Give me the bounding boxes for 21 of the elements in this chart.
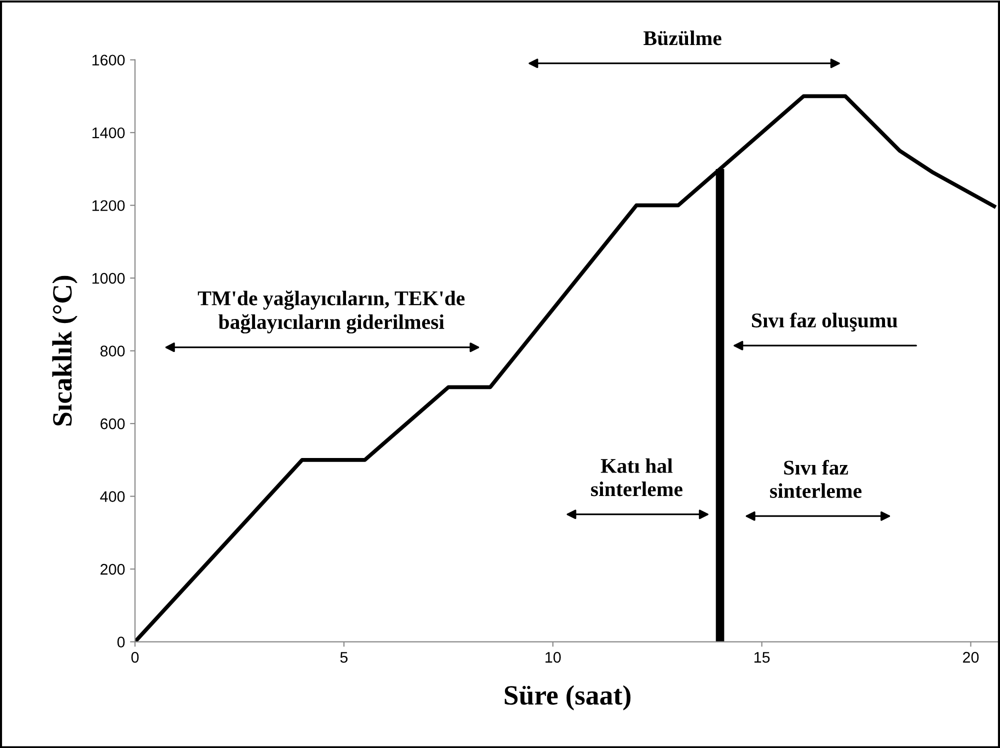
y-tick-label: 800: [100, 346, 125, 356]
x-axis-title: Süre (saat): [504, 685, 630, 710]
x-tick-label: 15: [754, 652, 770, 663]
y-tick-label: 600: [100, 418, 125, 430]
x-tick-label: 0: [131, 652, 139, 663]
x-tick-label: 20: [963, 652, 979, 663]
y-tick-label: 400: [100, 491, 125, 502]
y-tick-label: 1000: [92, 272, 125, 284]
y-tick-label: 200: [100, 564, 125, 575]
y-tick-label: 0: [117, 636, 125, 648]
text: Büzülme: [644, 30, 722, 46]
y-tick-label: 1600: [92, 54, 125, 66]
annotation: Sıvı faz sinterleme: [770, 460, 862, 498]
x-tick-label: 10: [546, 652, 561, 663]
annotation: TM'de yağlayıcıların, TEK'de bağlayıcıların giderilmesi: [198, 290, 465, 334]
annotation: Sıvı faz oluşumu: [752, 312, 898, 332]
annotation: Katı hal sinterleme: [591, 458, 682, 496]
y-tick-label: 1400: [92, 127, 125, 138]
y-tick-label: 1200: [92, 200, 125, 212]
x-tick-label: 5: [340, 652, 348, 663]
y-axis-title: Sıcaklık (°C): [52, 276, 78, 426]
